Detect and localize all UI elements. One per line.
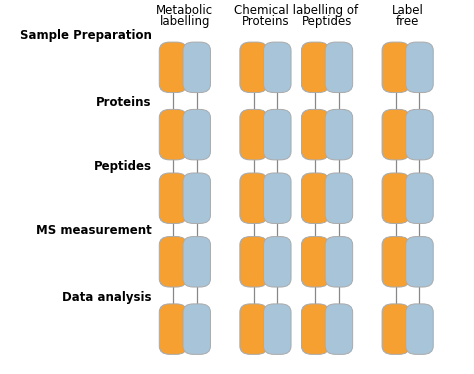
FancyBboxPatch shape — [240, 237, 267, 287]
FancyBboxPatch shape — [325, 304, 353, 355]
Text: Proteins: Proteins — [242, 15, 289, 28]
FancyBboxPatch shape — [159, 237, 187, 287]
FancyBboxPatch shape — [325, 237, 353, 287]
Text: Peptides: Peptides — [94, 160, 152, 173]
Text: labelling: labelling — [160, 15, 210, 28]
FancyBboxPatch shape — [159, 304, 187, 355]
FancyBboxPatch shape — [240, 304, 267, 355]
FancyBboxPatch shape — [159, 42, 187, 93]
FancyBboxPatch shape — [382, 109, 410, 160]
FancyBboxPatch shape — [382, 237, 410, 287]
FancyBboxPatch shape — [382, 304, 410, 355]
Text: MS measurement: MS measurement — [36, 224, 152, 237]
FancyBboxPatch shape — [325, 173, 353, 224]
FancyBboxPatch shape — [183, 109, 210, 160]
FancyBboxPatch shape — [264, 42, 291, 93]
FancyBboxPatch shape — [325, 109, 353, 160]
FancyBboxPatch shape — [406, 237, 433, 287]
Text: Data analysis: Data analysis — [62, 291, 152, 304]
FancyBboxPatch shape — [183, 237, 210, 287]
FancyBboxPatch shape — [301, 237, 329, 287]
FancyBboxPatch shape — [406, 173, 433, 224]
FancyBboxPatch shape — [240, 173, 267, 224]
FancyBboxPatch shape — [264, 173, 291, 224]
Text: free: free — [396, 15, 419, 28]
Text: Label: Label — [392, 4, 424, 17]
FancyBboxPatch shape — [159, 173, 187, 224]
FancyBboxPatch shape — [301, 173, 329, 224]
FancyBboxPatch shape — [240, 109, 267, 160]
FancyBboxPatch shape — [325, 42, 353, 93]
Text: Metabolic: Metabolic — [156, 4, 213, 17]
FancyBboxPatch shape — [406, 109, 433, 160]
Text: Chemical labelling of: Chemical labelling of — [234, 4, 358, 17]
FancyBboxPatch shape — [183, 173, 210, 224]
FancyBboxPatch shape — [382, 42, 410, 93]
FancyBboxPatch shape — [301, 42, 329, 93]
FancyBboxPatch shape — [301, 304, 329, 355]
Text: Sample Preparation: Sample Preparation — [20, 29, 152, 42]
FancyBboxPatch shape — [264, 237, 291, 287]
FancyBboxPatch shape — [240, 42, 267, 93]
FancyBboxPatch shape — [264, 304, 291, 355]
FancyBboxPatch shape — [406, 42, 433, 93]
FancyBboxPatch shape — [264, 109, 291, 160]
Text: Proteins: Proteins — [96, 96, 152, 109]
FancyBboxPatch shape — [301, 109, 329, 160]
FancyBboxPatch shape — [159, 109, 187, 160]
FancyBboxPatch shape — [183, 42, 210, 93]
FancyBboxPatch shape — [406, 304, 433, 355]
Text: Peptides: Peptides — [302, 15, 352, 28]
FancyBboxPatch shape — [382, 173, 410, 224]
FancyBboxPatch shape — [183, 304, 210, 355]
